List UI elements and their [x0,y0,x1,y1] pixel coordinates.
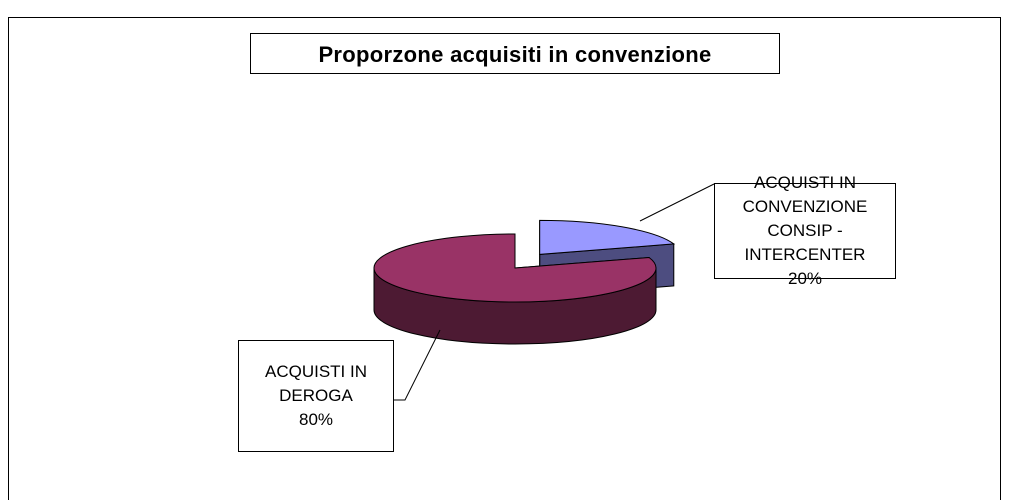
slice [539,219,676,255]
chart-title: Proporzone acquisiti in convenzione [250,33,780,74]
data-label: ACQUISTI IN DEROGA 80% [238,340,394,452]
label-value: 20% [787,269,823,288]
data-label: ACQUISTI IN CONVENZIONE CONSIP - INTERCE… [714,173,896,288]
label-value: 80% [298,410,334,429]
label-category: ACQUISTI IN CONVENZIONE CONSIP - INTERCE… [742,173,868,264]
leader-line [639,183,715,222]
label-category: ACQUISTI IN DEROGA [264,362,367,405]
leader-line [394,329,441,401]
slice [373,233,657,303]
